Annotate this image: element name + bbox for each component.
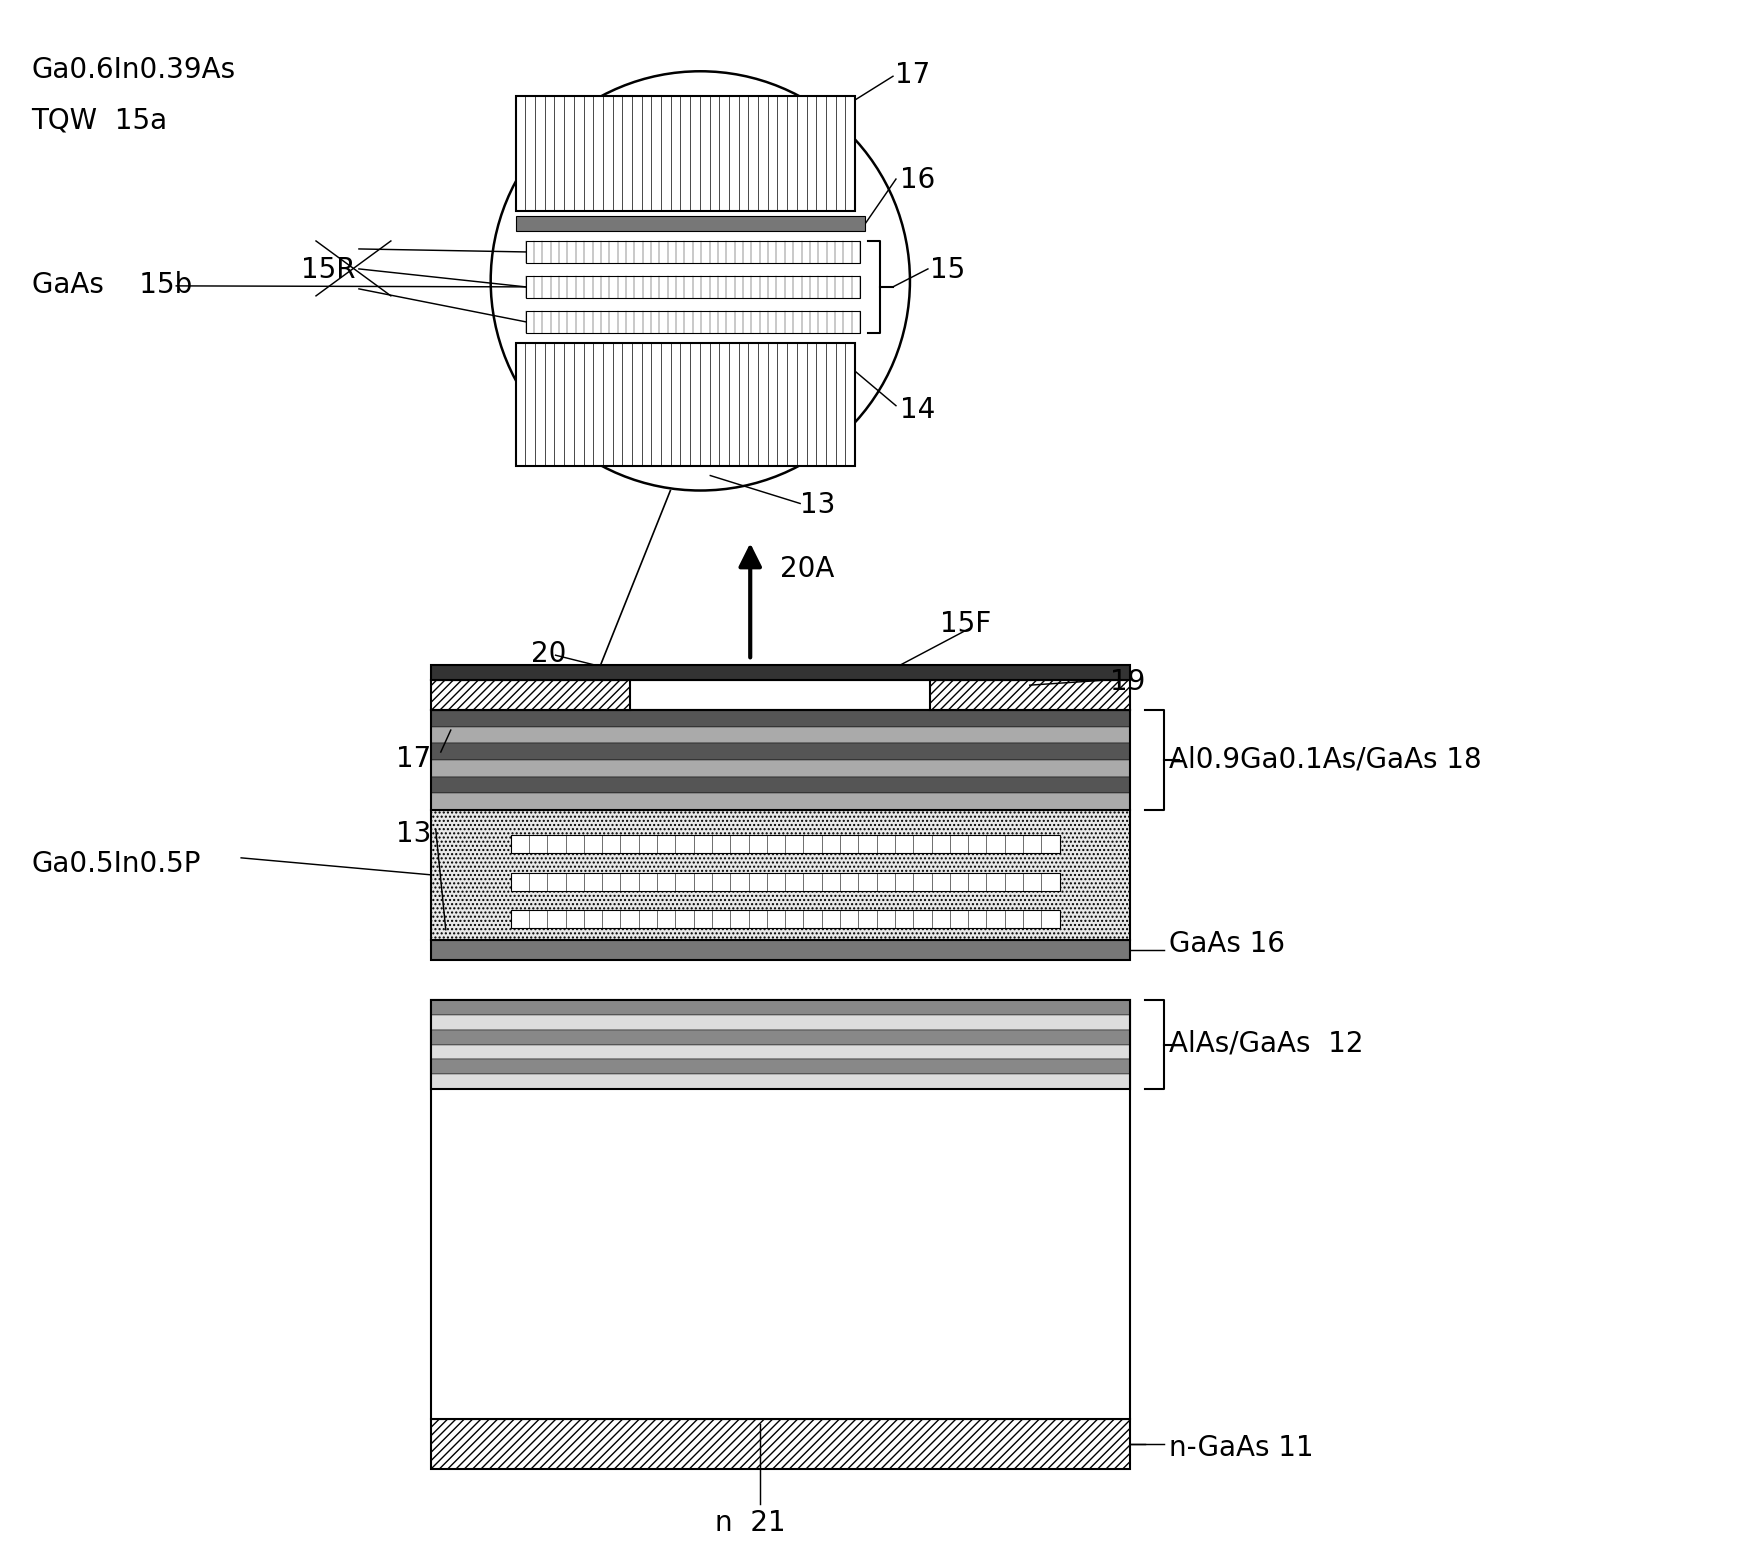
- Text: 15R: 15R: [302, 256, 356, 284]
- Bar: [431, 711, 1129, 726]
- Bar: [431, 711, 1129, 810]
- Bar: [431, 999, 1129, 1419]
- Text: n-GaAs 11: n-GaAs 11: [1169, 1434, 1315, 1462]
- Text: 16: 16: [899, 166, 934, 194]
- Bar: [431, 760, 1129, 776]
- Text: TQW  15a: TQW 15a: [32, 106, 168, 133]
- Bar: [515, 343, 855, 466]
- Text: 13: 13: [396, 819, 431, 847]
- Bar: [431, 1015, 1129, 1029]
- Text: GaAs    15b: GaAs 15b: [32, 272, 191, 300]
- Bar: [526, 241, 861, 262]
- Bar: [515, 216, 864, 231]
- Bar: [510, 872, 1059, 891]
- Bar: [431, 939, 1129, 959]
- Bar: [431, 1029, 1129, 1044]
- Bar: [515, 96, 855, 211]
- Bar: [431, 999, 1129, 1090]
- Text: 14: 14: [899, 396, 934, 424]
- Bar: [526, 310, 861, 332]
- Text: AlAs/GaAs  12: AlAs/GaAs 12: [1169, 1029, 1364, 1057]
- Bar: [431, 666, 1129, 680]
- Text: Ga0.5In0.5P: Ga0.5In0.5P: [32, 850, 202, 878]
- Text: 15: 15: [929, 256, 966, 284]
- Bar: [431, 726, 1129, 743]
- Text: 17: 17: [396, 745, 431, 773]
- Bar: [431, 680, 631, 711]
- Bar: [510, 835, 1059, 854]
- Bar: [929, 680, 1129, 711]
- Bar: [431, 743, 1129, 760]
- Text: Ga0.6In0.39As: Ga0.6In0.39As: [32, 56, 235, 84]
- Bar: [510, 909, 1059, 928]
- Bar: [431, 1044, 1129, 1060]
- Text: 20: 20: [531, 641, 566, 669]
- Bar: [431, 810, 1129, 939]
- Text: n  21: n 21: [715, 1509, 785, 1536]
- Bar: [431, 1419, 1129, 1468]
- Bar: [526, 276, 861, 298]
- Text: 17: 17: [896, 61, 931, 90]
- Text: GaAs 16: GaAs 16: [1169, 930, 1285, 958]
- Text: 15F: 15F: [940, 610, 990, 638]
- Text: 20A: 20A: [780, 556, 834, 584]
- Bar: [431, 999, 1129, 1015]
- Bar: [431, 1074, 1129, 1090]
- Text: Al0.9Ga0.1As/GaAs 18: Al0.9Ga0.1As/GaAs 18: [1169, 745, 1481, 773]
- Bar: [431, 793, 1129, 810]
- Bar: [431, 1060, 1129, 1074]
- Bar: [431, 776, 1129, 793]
- Text: 19: 19: [1110, 669, 1145, 697]
- Text: 13: 13: [799, 490, 836, 518]
